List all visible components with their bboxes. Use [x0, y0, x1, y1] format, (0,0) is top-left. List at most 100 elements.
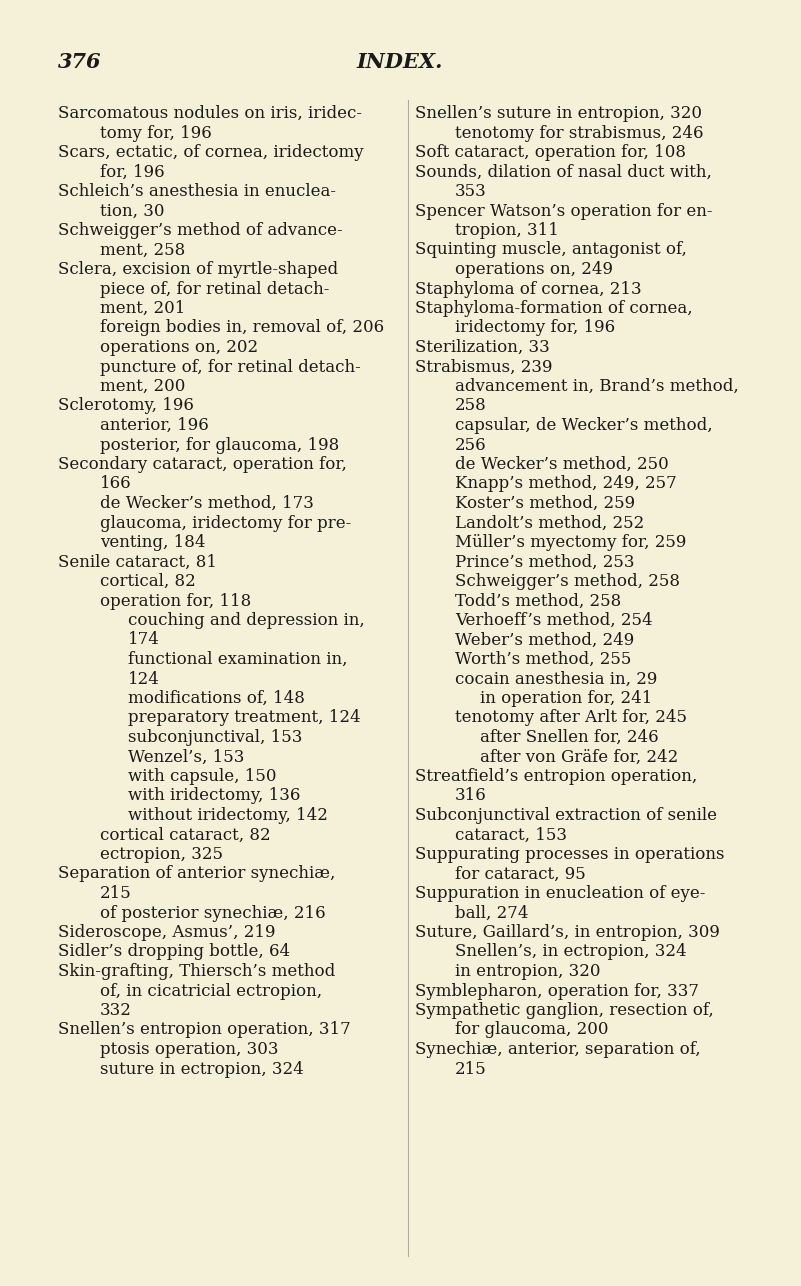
- Text: capsular, de Wecker’s method,: capsular, de Wecker’s method,: [455, 417, 713, 433]
- Text: Skin-grafting, Thiersch’s method: Skin-grafting, Thiersch’s method: [58, 963, 336, 980]
- Text: Schweigger’s method, 258: Schweigger’s method, 258: [455, 574, 680, 590]
- Text: posterior, for glaucoma, 198: posterior, for glaucoma, 198: [100, 436, 340, 454]
- Text: cortical, 82: cortical, 82: [100, 574, 195, 590]
- Text: ment, 258: ment, 258: [100, 242, 185, 258]
- Text: 215: 215: [455, 1061, 487, 1078]
- Text: with capsule, 150: with capsule, 150: [128, 768, 276, 784]
- Text: Squinting muscle, antagonist of,: Squinting muscle, antagonist of,: [415, 242, 687, 258]
- Text: ment, 201: ment, 201: [100, 300, 185, 318]
- Text: operations on, 249: operations on, 249: [455, 261, 613, 278]
- Text: iridectomy for, 196: iridectomy for, 196: [455, 319, 615, 337]
- Text: Subconjunctival extraction of senile: Subconjunctival extraction of senile: [415, 808, 717, 824]
- Text: Suppuration in enucleation of eye-: Suppuration in enucleation of eye-: [415, 885, 706, 901]
- Text: Snellen’s entropion operation, 317: Snellen’s entropion operation, 317: [58, 1021, 351, 1039]
- Text: couching and depression in,: couching and depression in,: [128, 612, 364, 629]
- Text: 332: 332: [100, 1002, 132, 1019]
- Text: Koster’s method, 259: Koster’s method, 259: [455, 495, 635, 512]
- Text: INDEX.: INDEX.: [356, 51, 443, 72]
- Text: Schweigger’s method of advance-: Schweigger’s method of advance-: [58, 222, 343, 239]
- Text: 256: 256: [455, 436, 487, 454]
- Text: Todd’s method, 258: Todd’s method, 258: [455, 593, 622, 610]
- Text: de Wecker’s method, 250: de Wecker’s method, 250: [455, 457, 669, 473]
- Text: Sclera, excision of myrtle-shaped: Sclera, excision of myrtle-shaped: [58, 261, 338, 278]
- Text: without iridectomy, 142: without iridectomy, 142: [128, 808, 328, 824]
- Text: anterior, 196: anterior, 196: [100, 417, 209, 433]
- Text: Landolt’s method, 252: Landolt’s method, 252: [455, 514, 644, 531]
- Text: Synechiæ, anterior, separation of,: Synechiæ, anterior, separation of,: [415, 1040, 701, 1058]
- Text: venting, 184: venting, 184: [100, 534, 206, 550]
- Text: Weber’s method, 249: Weber’s method, 249: [455, 631, 634, 648]
- Text: 215: 215: [100, 885, 131, 901]
- Text: for glaucoma, 200: for glaucoma, 200: [455, 1021, 609, 1039]
- Text: Schleich’s anesthesia in enuclea-: Schleich’s anesthesia in enuclea-: [58, 183, 336, 201]
- Text: Soft cataract, operation for, 108: Soft cataract, operation for, 108: [415, 144, 686, 161]
- Text: modifications of, 148: modifications of, 148: [128, 691, 305, 707]
- Text: Strabismus, 239: Strabismus, 239: [415, 359, 553, 376]
- Text: foreign bodies in, removal of, 206: foreign bodies in, removal of, 206: [100, 319, 384, 337]
- Text: in operation for, 241: in operation for, 241: [480, 691, 652, 707]
- Text: Symblepharon, operation for, 337: Symblepharon, operation for, 337: [415, 983, 699, 999]
- Text: cortical cataract, 82: cortical cataract, 82: [100, 827, 271, 844]
- Text: functional examination in,: functional examination in,: [128, 651, 348, 667]
- Text: cocain anesthesia in, 29: cocain anesthesia in, 29: [455, 670, 658, 688]
- Text: Suture, Gaillard’s, in entropion, 309: Suture, Gaillard’s, in entropion, 309: [415, 925, 720, 941]
- Text: cataract, 153: cataract, 153: [455, 827, 567, 844]
- Text: operations on, 202: operations on, 202: [100, 340, 258, 356]
- Text: Suppurating processes in operations: Suppurating processes in operations: [415, 846, 724, 863]
- Text: 316: 316: [455, 787, 487, 805]
- Text: Sidler’s dropping bottle, 64: Sidler’s dropping bottle, 64: [58, 944, 290, 961]
- Text: Snellen’s, in ectropion, 324: Snellen’s, in ectropion, 324: [455, 944, 686, 961]
- Text: ptosis operation, 303: ptosis operation, 303: [100, 1040, 279, 1058]
- Text: Snellen’s suture in entropion, 320: Snellen’s suture in entropion, 320: [415, 105, 702, 122]
- Text: Sarcomatous nodules on iris, iridec-: Sarcomatous nodules on iris, iridec-: [58, 105, 362, 122]
- Text: Wenzel’s, 153: Wenzel’s, 153: [128, 748, 244, 765]
- Text: operation for, 118: operation for, 118: [100, 593, 252, 610]
- Text: advancement in, Brand’s method,: advancement in, Brand’s method,: [455, 378, 739, 395]
- Text: puncture of, for retinal detach-: puncture of, for retinal detach-: [100, 359, 360, 376]
- Text: 124: 124: [128, 670, 160, 688]
- Text: preparatory treatment, 124: preparatory treatment, 124: [128, 710, 360, 727]
- Text: suture in ectropion, 324: suture in ectropion, 324: [100, 1061, 304, 1078]
- Text: for, 196: for, 196: [100, 163, 165, 180]
- Text: 166: 166: [100, 476, 131, 493]
- Text: Senile cataract, 81: Senile cataract, 81: [58, 553, 217, 571]
- Text: Spencer Watson’s operation for en-: Spencer Watson’s operation for en-: [415, 202, 713, 220]
- Text: of posterior synechiæ, 216: of posterior synechiæ, 216: [100, 904, 326, 922]
- Text: piece of, for retinal detach-: piece of, for retinal detach-: [100, 280, 329, 297]
- Text: Verhoeff’s method, 254: Verhoeff’s method, 254: [455, 612, 653, 629]
- Text: Knapp’s method, 249, 257: Knapp’s method, 249, 257: [455, 476, 677, 493]
- Text: tenotomy after Arlt for, 245: tenotomy after Arlt for, 245: [455, 710, 687, 727]
- Text: after Snellen for, 246: after Snellen for, 246: [480, 729, 658, 746]
- Text: Separation of anterior synechiæ,: Separation of anterior synechiæ,: [58, 865, 336, 882]
- Text: Scars, ectatic, of cornea, iridectomy: Scars, ectatic, of cornea, iridectomy: [58, 144, 364, 161]
- Text: Streatfield’s entropion operation,: Streatfield’s entropion operation,: [415, 768, 697, 784]
- Text: Sideroscope, Asmus’, 219: Sideroscope, Asmus’, 219: [58, 925, 276, 941]
- Text: Worth’s method, 255: Worth’s method, 255: [455, 651, 631, 667]
- Text: Staphyloma of cornea, 213: Staphyloma of cornea, 213: [415, 280, 642, 297]
- Text: Sclerotomy, 196: Sclerotomy, 196: [58, 397, 194, 414]
- Text: subconjunctival, 153: subconjunctival, 153: [128, 729, 302, 746]
- Text: glaucoma, iridectomy for pre-: glaucoma, iridectomy for pre-: [100, 514, 352, 531]
- Text: Secondary cataract, operation for,: Secondary cataract, operation for,: [58, 457, 347, 473]
- Text: Sympathetic ganglion, resection of,: Sympathetic ganglion, resection of,: [415, 1002, 714, 1019]
- Text: in entropion, 320: in entropion, 320: [455, 963, 601, 980]
- Text: Sterilization, 33: Sterilization, 33: [415, 340, 549, 356]
- Text: after von Gräfe for, 242: after von Gräfe for, 242: [480, 748, 678, 765]
- Text: with iridectomy, 136: with iridectomy, 136: [128, 787, 300, 805]
- Text: tomy for, 196: tomy for, 196: [100, 125, 211, 141]
- Text: tion, 30: tion, 30: [100, 202, 164, 220]
- Text: Müller’s myectomy for, 259: Müller’s myectomy for, 259: [455, 534, 686, 550]
- Text: Staphyloma-formation of cornea,: Staphyloma-formation of cornea,: [415, 300, 693, 318]
- Text: 174: 174: [128, 631, 160, 648]
- Text: tropion, 311: tropion, 311: [455, 222, 559, 239]
- Text: de Wecker’s method, 173: de Wecker’s method, 173: [100, 495, 314, 512]
- Text: Sounds, dilation of nasal duct with,: Sounds, dilation of nasal duct with,: [415, 163, 712, 180]
- Text: for cataract, 95: for cataract, 95: [455, 865, 586, 882]
- Text: of, in cicatricial ectropion,: of, in cicatricial ectropion,: [100, 983, 322, 999]
- Text: 376: 376: [58, 51, 102, 72]
- Text: 353: 353: [455, 183, 487, 201]
- Text: Prince’s method, 253: Prince’s method, 253: [455, 553, 634, 571]
- Text: ment, 200: ment, 200: [100, 378, 185, 395]
- Text: tenotomy for strabismus, 246: tenotomy for strabismus, 246: [455, 125, 703, 141]
- Text: ectropion, 325: ectropion, 325: [100, 846, 223, 863]
